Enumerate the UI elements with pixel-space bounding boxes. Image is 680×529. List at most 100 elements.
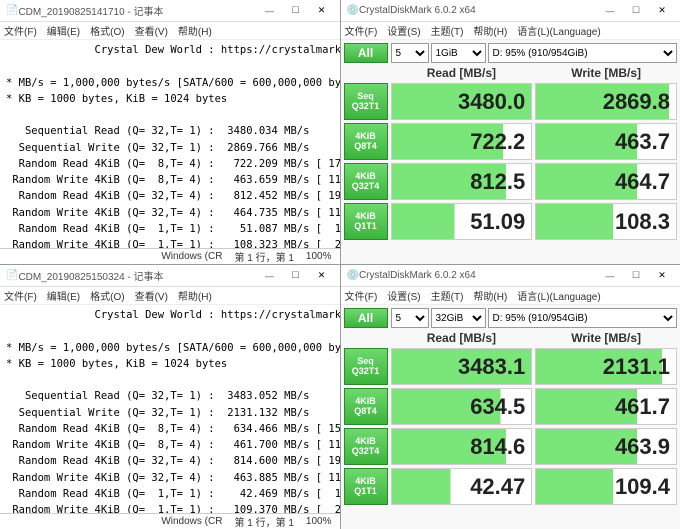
menu-item[interactable]: 文件(F) [345,288,378,303]
menu-item[interactable]: 编辑(E) [47,288,80,303]
menu-item[interactable]: 语言(L)(Language) [517,23,600,38]
status-position: 第 1 行，第 1 [234,514,293,529]
cdm-body: All 5 32GiB D: 95% (910/954GiB) Read [MB… [341,305,680,529]
write-value: 2131.1 [535,348,677,385]
menu-item[interactable]: 帮助(H) [473,288,507,303]
status-encoding: Windows (CR [161,251,222,262]
menubar: 文件(F) 设置(S) 主题(T) 帮助(H) 语言(L)(Language) [341,22,680,40]
cdm-window-1: 💿 CrystalDiskMark 6.0.2 x64 — ☐ ✕ 文件(F) 设… [341,0,680,264]
read-value: 3483.1 [391,348,533,385]
titlebar[interactable]: 📄 CDM_20190825141710 - 记事本 — ☐ ✕ [0,0,340,22]
menu-item[interactable]: 语言(L)(Language) [517,288,600,303]
read-header: Read [MB/s] [391,331,533,345]
statusbar: Windows (CR 第 1 行，第 1 100% [0,513,340,529]
size-select[interactable]: 32GiB [431,308,486,328]
read-value: 42.47 [391,468,533,505]
cdm-icon: 💿 [347,5,359,16]
test-button[interactable]: 4KiBQ8T4 [344,123,388,160]
write-value: 108.3 [535,203,677,240]
menu-item[interactable]: 格式(O) [90,288,124,303]
write-value: 463.9 [535,428,677,465]
read-value: 722.2 [391,123,533,160]
minimize-button[interactable]: — [258,2,282,20]
write-value: 2869.8 [535,83,677,120]
close-button[interactable]: ✕ [650,267,674,285]
notepad-icon: 📄 [6,5,18,16]
menubar: 文件(F) 编辑(E) 格式(O) 查看(V) 帮助(H) [0,22,340,40]
menu-item[interactable]: 编辑(E) [47,23,80,38]
read-value: 51.09 [391,203,533,240]
count-select[interactable]: 5 [391,43,429,63]
menubar: 文件(F) 编辑(E) 格式(O) 查看(V) 帮助(H) [0,287,340,305]
cdm-body: All 5 1GiB D: 95% (910/954GiB) Read [MB/… [341,40,680,264]
status-position: 第 1 行，第 1 [234,249,293,264]
minimize-button[interactable]: — [598,267,622,285]
minimize-button[interactable]: — [598,2,622,20]
text-area[interactable]: Crystal Dew World : https://crystalmark.… [0,40,340,248]
menu-item[interactable]: 格式(O) [90,23,124,38]
cdm-window-2: 💿 CrystalDiskMark 6.0.2 x64 — ☐ ✕ 文件(F) 设… [341,265,680,529]
size-select[interactable]: 1GiB [431,43,486,63]
statusbar: Windows (CR 第 1 行，第 1 100% [0,248,340,264]
notepad-icon: 📄 [6,270,18,281]
menu-item[interactable]: 主题(T) [431,288,464,303]
window-title: CDM_20190825141710 - 记事本 [18,3,257,18]
status-zoom: 100% [306,251,332,262]
menu-item[interactable]: 设置(S) [387,288,420,303]
titlebar[interactable]: 💿 CrystalDiskMark 6.0.2 x64 — ☐ ✕ [341,265,680,287]
test-button[interactable]: 4KiBQ8T4 [344,388,388,425]
all-button[interactable]: All [344,308,388,328]
read-value: 812.5 [391,163,533,200]
menubar: 文件(F) 设置(S) 主题(T) 帮助(H) 语言(L)(Language) [341,287,680,305]
menu-item[interactable]: 文件(F) [345,23,378,38]
menu-item[interactable]: 查看(V) [135,23,168,38]
test-button[interactable]: SeqQ32T1 [344,83,388,120]
write-value: 463.7 [535,123,677,160]
drive-select[interactable]: D: 95% (910/954GiB) [488,308,678,328]
maximize-button[interactable]: ☐ [284,2,308,20]
notepad-window-2: 📄 CDM_20190825150324 - 记事本 — ☐ ✕ 文件(F) 编辑… [0,265,340,529]
write-value: 461.7 [535,388,677,425]
read-value: 814.6 [391,428,533,465]
write-value: 109.4 [535,468,677,505]
write-header: Write [MB/s] [535,331,677,345]
menu-item[interactable]: 查看(V) [135,288,168,303]
test-button[interactable]: SeqQ32T1 [344,348,388,385]
close-button[interactable]: ✕ [310,267,334,285]
drive-select[interactable]: D: 95% (910/954GiB) [488,43,678,63]
status-zoom: 100% [306,516,332,527]
read-value: 3480.0 [391,83,533,120]
test-button[interactable]: 4KiBQ32T4 [344,428,388,465]
maximize-button[interactable]: ☐ [624,267,648,285]
menu-item[interactable]: 帮助(H) [473,23,507,38]
minimize-button[interactable]: — [258,267,282,285]
close-button[interactable]: ✕ [310,2,334,20]
read-header: Read [MB/s] [391,66,533,80]
titlebar[interactable]: 💿 CrystalDiskMark 6.0.2 x64 — ☐ ✕ [341,0,680,22]
menu-item[interactable]: 设置(S) [387,23,420,38]
window-title: CDM_20190825150324 - 记事本 [18,268,257,283]
menu-item[interactable]: 文件(F) [4,288,37,303]
read-value: 634.5 [391,388,533,425]
menu-item[interactable]: 帮助(H) [178,288,212,303]
notepad-window-1: 📄 CDM_20190825141710 - 记事本 — ☐ ✕ 文件(F) 编辑… [0,0,340,264]
window-title: CrystalDiskMark 6.0.2 x64 [359,5,598,16]
cdm-icon: 💿 [347,270,359,281]
write-header: Write [MB/s] [535,66,677,80]
maximize-button[interactable]: ☐ [284,267,308,285]
test-button[interactable]: 4KiBQ1T1 [344,468,388,505]
status-encoding: Windows (CR [161,516,222,527]
maximize-button[interactable]: ☐ [624,2,648,20]
menu-item[interactable]: 帮助(H) [178,23,212,38]
window-title: CrystalDiskMark 6.0.2 x64 [359,270,598,281]
menu-item[interactable]: 主题(T) [431,23,464,38]
write-value: 464.7 [535,163,677,200]
test-button[interactable]: 4KiBQ32T4 [344,163,388,200]
menu-item[interactable]: 文件(F) [4,23,37,38]
test-button[interactable]: 4KiBQ1T1 [344,203,388,240]
close-button[interactable]: ✕ [650,2,674,20]
titlebar[interactable]: 📄 CDM_20190825150324 - 记事本 — ☐ ✕ [0,265,340,287]
all-button[interactable]: All [344,43,388,63]
count-select[interactable]: 5 [391,308,429,328]
text-area[interactable]: Crystal Dew World : https://crystalmark.… [0,305,340,513]
